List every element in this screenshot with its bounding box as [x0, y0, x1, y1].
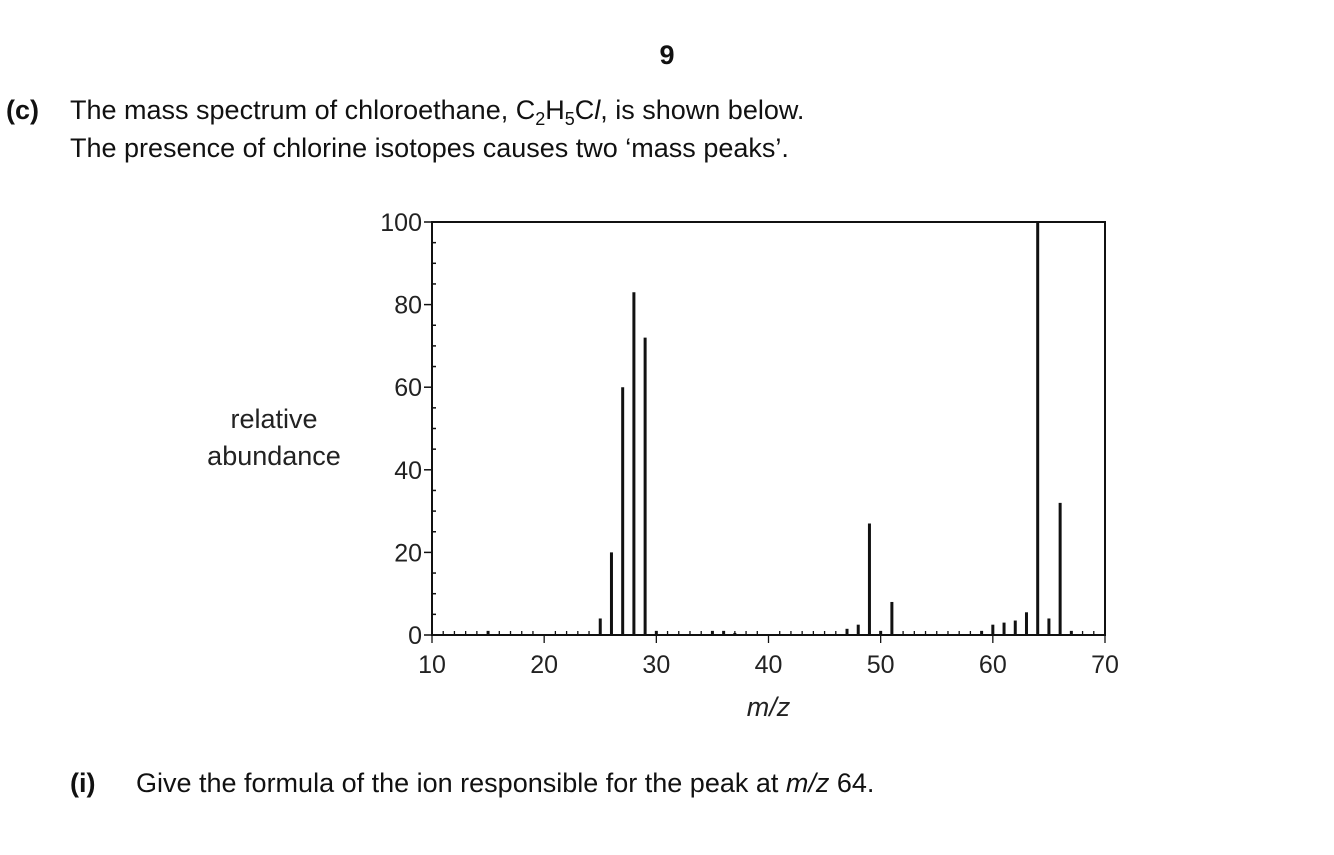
chloroethane-formula: C2H5Cl: [515, 95, 601, 128]
y-axis-label-line: relative: [230, 404, 317, 434]
x-tick-label: 20: [530, 651, 558, 679]
formula-c-subscript: 2: [535, 109, 546, 129]
x-tick-label: 40: [755, 651, 783, 679]
formula-h-subscript: 5: [564, 109, 575, 129]
question-line-1-end: , is shown below.: [600, 95, 805, 125]
x-tick-label: 50: [867, 651, 895, 679]
y-tick-label: 100: [380, 209, 422, 237]
formula-c: C: [515, 95, 536, 125]
y-axis-label-line: abundance: [207, 441, 341, 471]
plot-frame: [431, 221, 1106, 636]
question-line-1: The mass spectrum of chloroethane, C2H5C…: [70, 95, 805, 128]
subquestion-text-start: Give the formula of the ion responsible …: [136, 768, 786, 798]
y-tick-label: 20: [394, 539, 422, 567]
x-tick-label: 30: [642, 651, 670, 679]
y-axis-label: relative abundance: [207, 404, 341, 471]
y-tick-label: 80: [394, 292, 422, 320]
x-axis-label: m/z: [747, 692, 791, 722]
formula-cl: Cl: [574, 95, 601, 125]
mass-spectrum-chart: 0 20 40 60 80 100 10 20 30 40 50 60 70 relative abunda…: [207, 209, 1119, 722]
subquestion-mz: m/z: [785, 768, 830, 798]
y-tick-label: 0: [408, 622, 422, 650]
formula-h: H: [545, 95, 565, 125]
question-line-1-start: The mass spectrum of chloroethane,: [70, 95, 516, 125]
question-line-2: The presence of chlorine isotopes causes…: [70, 133, 789, 163]
y-tick-label: 60: [394, 374, 422, 402]
x-tick-label: 10: [418, 651, 446, 679]
x-tick-label: 60: [979, 651, 1007, 679]
x-tick-label: 70: [1091, 651, 1119, 679]
page-number: 9: [659, 40, 675, 70]
y-tick-label: 40: [394, 457, 422, 485]
chart-labels: 0 20 40 60 80 100 10 20 30 40 50 60 70 relative abunda…: [207, 209, 1119, 722]
chart-peaks: [486, 222, 1073, 635]
subquestion-text-end: 64.: [829, 768, 875, 798]
chart-ticks: [424, 221, 1106, 643]
subquestion-text: Give the formula of the ion responsible …: [136, 768, 874, 799]
question-part-label: (c): [6, 95, 39, 125]
subquestion-label: (i): [70, 768, 96, 798]
